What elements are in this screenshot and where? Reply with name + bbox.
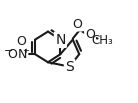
Text: +: + <box>22 46 29 55</box>
Text: O: O <box>16 35 26 48</box>
Text: −: − <box>4 46 13 56</box>
Text: O: O <box>85 28 95 41</box>
Text: O: O <box>72 18 82 30</box>
Text: N: N <box>18 48 27 61</box>
Text: S: S <box>65 60 74 74</box>
Text: N: N <box>55 33 66 47</box>
Text: O: O <box>7 48 17 61</box>
Text: CH₃: CH₃ <box>91 34 113 47</box>
